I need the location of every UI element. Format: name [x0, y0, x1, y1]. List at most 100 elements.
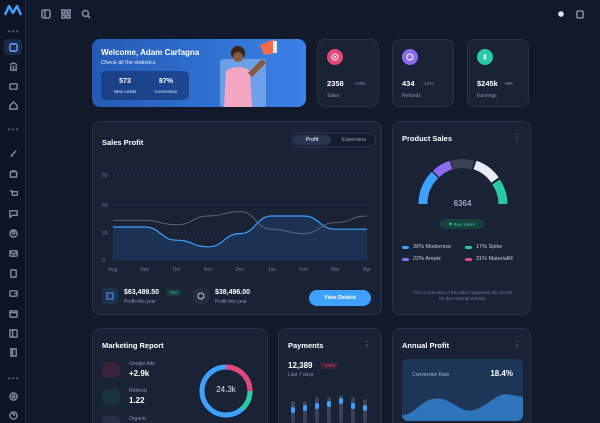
profit-expenses-toggle: Profit Expenses: [291, 133, 376, 147]
apps-button[interactable]: [61, 6, 71, 19]
notes-icon: [9, 268, 17, 278]
bank-icon: [9, 61, 17, 71]
sidebar-item-help[interactable]: [7, 409, 19, 421]
conversion-label: Conversion Rate: [412, 372, 450, 378]
target-icon: [327, 49, 343, 65]
view-details-button[interactable]: View Details: [309, 290, 371, 306]
topbar: [26, 0, 600, 24]
payments-bars: [291, 395, 367, 423]
referral-icon: [102, 389, 120, 405]
stat-label: Refunds: [402, 93, 421, 99]
grid-icon: [61, 9, 71, 19]
legend-item: 36% Modernize: [402, 244, 451, 250]
calendar-icon: [8, 309, 18, 318]
sidebar-item-home[interactable]: [7, 99, 19, 111]
product-total: 6364: [453, 199, 472, 208]
dollar-icon: [477, 49, 493, 65]
best-seller-badge: ◆ Best Seller: [440, 219, 484, 229]
marketing-item-label: Referral: [129, 388, 147, 394]
menu-button[interactable]: [41, 6, 51, 19]
leads-label: New Leads: [113, 89, 137, 94]
stat-label: Sales: [327, 93, 340, 99]
legend-item: 22% Ample: [402, 256, 441, 262]
tab-profit[interactable]: Profit: [293, 135, 331, 145]
x-tick-label: Jan: [268, 267, 276, 273]
google-ads-icon: [102, 362, 120, 378]
product-donut: [418, 159, 508, 205]
more-icon[interactable]: ⋮: [513, 133, 521, 142]
stat-value: $245k: [477, 79, 498, 88]
marketing-item-label: Google Ads: [129, 361, 155, 367]
x-tick-label: Aug: [109, 267, 118, 273]
sidebar-item-dashboard[interactable]: [4, 39, 22, 55]
sidebar-item-calendar[interactable]: [7, 307, 19, 319]
sidebar-item-cart[interactable]: [7, 187, 19, 199]
sidebar-item-mail[interactable]: [7, 247, 19, 259]
stat-card-sales[interactable]: 2358 +23% Sales: [317, 39, 379, 107]
marketing-item-value: 1.22: [129, 396, 145, 405]
sidebar-item-notes[interactable]: [7, 267, 19, 279]
marketing-center-value: 24.3k: [216, 385, 236, 394]
annual-profit-area: [402, 394, 523, 421]
payments-title: Payments: [288, 341, 324, 350]
annual-profit-card: Annual Profit ⋮ Conversion Rate 18.4%: [392, 328, 531, 423]
stat-label: Earnings: [477, 93, 497, 99]
bag-icon: [9, 169, 17, 178]
profit-badge: +8%: [166, 289, 182, 296]
x-tick-label: Dec: [236, 267, 245, 273]
sidebar-item-shop[interactable]: [7, 167, 19, 179]
more-icon[interactable]: ⋮: [363, 340, 371, 349]
search-button[interactable]: [81, 6, 91, 19]
leads-value: 573: [119, 78, 131, 85]
refund-icon: [402, 49, 418, 65]
sidebar-item-kanban[interactable]: [7, 327, 19, 339]
best-seller-label: Best Seller: [453, 221, 476, 227]
series-area: [113, 216, 367, 260]
x-tick-label: Nov: [204, 267, 213, 273]
cart-icon: [9, 189, 18, 196]
conversion-label: Conversion: [154, 89, 178, 94]
user-icon: [8, 228, 18, 238]
sun-icon: [558, 11, 564, 17]
sidebar-item-chat[interactable]: [7, 207, 19, 219]
chat-icon: [8, 209, 18, 218]
cart-icon: [576, 10, 584, 19]
sidebar-item-wallet[interactable]: [7, 287, 19, 299]
welcome-illustration: [220, 39, 277, 107]
x-tick-label: Sep: [140, 267, 149, 273]
help-icon: [8, 410, 18, 420]
sidebar: ••• ••• •••: [0, 0, 26, 423]
logo-icon: [4, 4, 22, 16]
sidebar-item-book[interactable]: [7, 346, 19, 358]
sales-profit-card: Sales Profit Profit Expenses 80 60 20 0 Aug S…: [92, 121, 382, 315]
more-icon[interactable]: ⋮: [513, 340, 521, 349]
sidebar-item-frontend[interactable]: [7, 80, 19, 92]
conversion-value: 18.4%: [490, 369, 513, 378]
theme-toggle[interactable]: [556, 6, 566, 17]
cart-button[interactable]: [575, 6, 585, 19]
legend-item: 17% Spike: [465, 244, 502, 250]
stat-card-earnings[interactable]: $245k +8% Earnings: [467, 39, 529, 107]
target-icon: [8, 391, 18, 401]
pen-icon: [9, 149, 17, 157]
sales-profit-title: Sales Profit: [102, 138, 144, 147]
sidebar-item-settings[interactable]: [7, 390, 19, 402]
sidebar-item-pen[interactable]: [7, 147, 19, 159]
payments-value: 12,389: [288, 361, 313, 370]
sidebar-section-dots: •••: [8, 374, 20, 383]
legend-item: 31% MaterialM: [465, 256, 513, 262]
sidebar-item-user[interactable]: [7, 227, 19, 239]
stat-value: 434: [402, 79, 415, 88]
chart-icon: [102, 288, 118, 304]
stat-card-refunds[interactable]: 434 -12% Refunds: [392, 39, 454, 107]
home-icon: [8, 42, 18, 52]
dollar-icon: [193, 288, 209, 304]
stat-change: +23%: [354, 81, 366, 86]
profit-label: Profit this year: [124, 299, 156, 305]
x-tick-label: Apr: [363, 267, 371, 273]
welcome-title: Welcome, Adam Carfagna: [101, 48, 200, 57]
marketing-title: Marketing Report: [102, 341, 164, 350]
sidebar-item-ecommerce[interactable]: [7, 60, 19, 72]
tab-expenses[interactable]: Expenses: [341, 137, 367, 143]
stat-value: 2358: [327, 79, 344, 88]
